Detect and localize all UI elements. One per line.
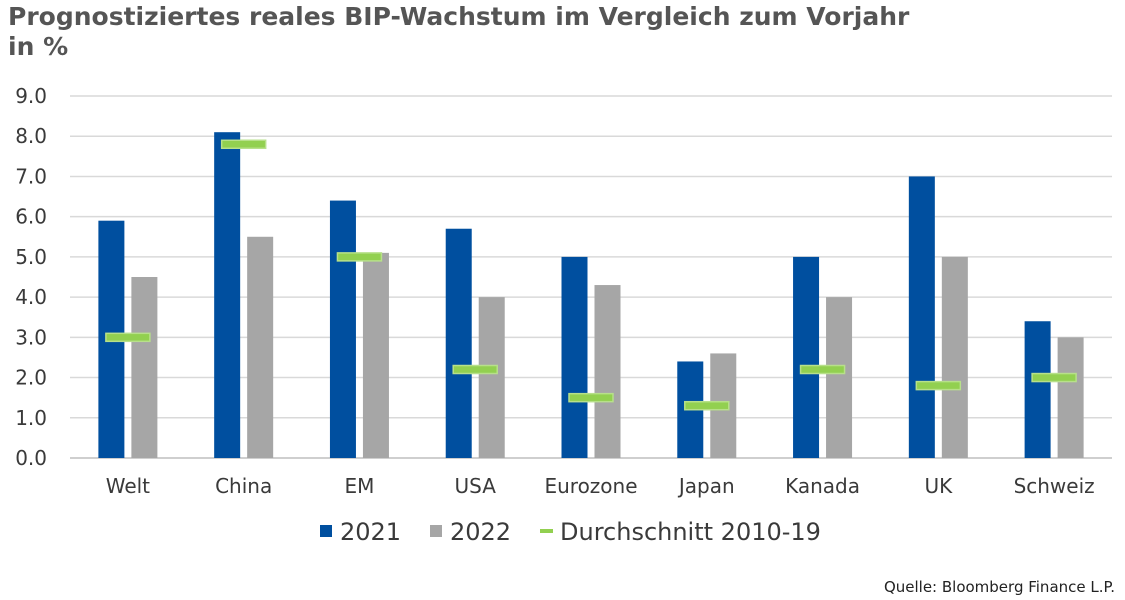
avg-marker-kanada [799,364,846,375]
chart-title-line1: Prognostiziertes reales BIP-Wachstum im … [8,2,910,31]
bars [98,132,1084,459]
category-label: Eurozone [544,474,637,498]
category-label: Kanada [785,474,860,498]
x-axis-categories: Welt China EM USA Eurozone Japan Kanada UK Schwe… [106,474,1095,498]
category-label: Schweiz [1014,474,1095,498]
legend-label: 2022 [450,518,511,546]
chart-title-line2: in % [8,32,69,61]
y-tick-label: 8.0 [15,124,47,148]
bar-2021-eurozone [561,256,588,458]
category-label: USA [455,474,497,498]
bar-2021-china [214,132,241,458]
bar-2021-uk [908,176,935,458]
bar-2022-china [247,236,274,458]
category-label: Welt [106,474,150,498]
avg-marker-schweiz [1031,372,1077,383]
avg-marker-em [336,252,383,262]
y-tick-label: 5.0 [15,245,47,269]
y-tick-label: 0.0 [15,446,47,470]
avg-marker-welt [105,332,151,343]
y-tick-label: 1.0 [15,406,47,430]
category-label: EM [344,474,374,498]
legend: 2021 2022 Durchschnitt 2010-19 [320,518,821,546]
avg-marker-eurozone [568,392,614,403]
bar-2022-usa [478,297,505,458]
bar-2022-schweiz [1057,337,1084,458]
y-tick-label: 3.0 [15,325,47,349]
bar-2022-uk [941,256,968,458]
bar-2022-welt [131,277,158,458]
legend-swatch-2021 [320,525,332,537]
legend-label: 2021 [340,518,401,546]
gridlines [70,95,1112,459]
bar-2022-em [362,252,389,458]
category-label: Japan [677,474,735,498]
source-note: Quelle: Bloomberg Finance L.P. [883,578,1115,596]
category-label: China [215,474,272,498]
chart-title: Prognostiziertes reales BIP-Wachstum im … [8,2,909,62]
avg-marker-uk [915,380,962,391]
bar-2022-eurozone [594,285,621,458]
avg-marker-usa [452,364,498,375]
avg-marker-china [220,139,267,150]
average-markers [105,139,1077,411]
bar-2021-schweiz [1024,321,1051,458]
bar-2022-kanada [826,297,853,458]
bar-2021-kanada [793,256,820,458]
y-axis-ticks: 0.0 1.0 2.0 3.0 4.0 5.0 6.0 7.0 8.0 9.0 [15,84,47,470]
y-tick-label: 9.0 [15,84,47,108]
avg-marker-japan [684,400,730,411]
category-label: UK [924,474,953,498]
y-tick-label: 7.0 [15,164,47,188]
legend-swatch-2022 [430,525,442,537]
y-tick-label: 6.0 [15,205,47,229]
bar-2021-usa [445,228,472,458]
legend-swatch-average [540,529,553,533]
legend-label: Durchschnitt 2010-19 [560,518,821,546]
y-tick-label: 4.0 [15,285,47,309]
bar-2021-em [329,200,356,459]
y-tick-label: 2.0 [15,366,47,390]
